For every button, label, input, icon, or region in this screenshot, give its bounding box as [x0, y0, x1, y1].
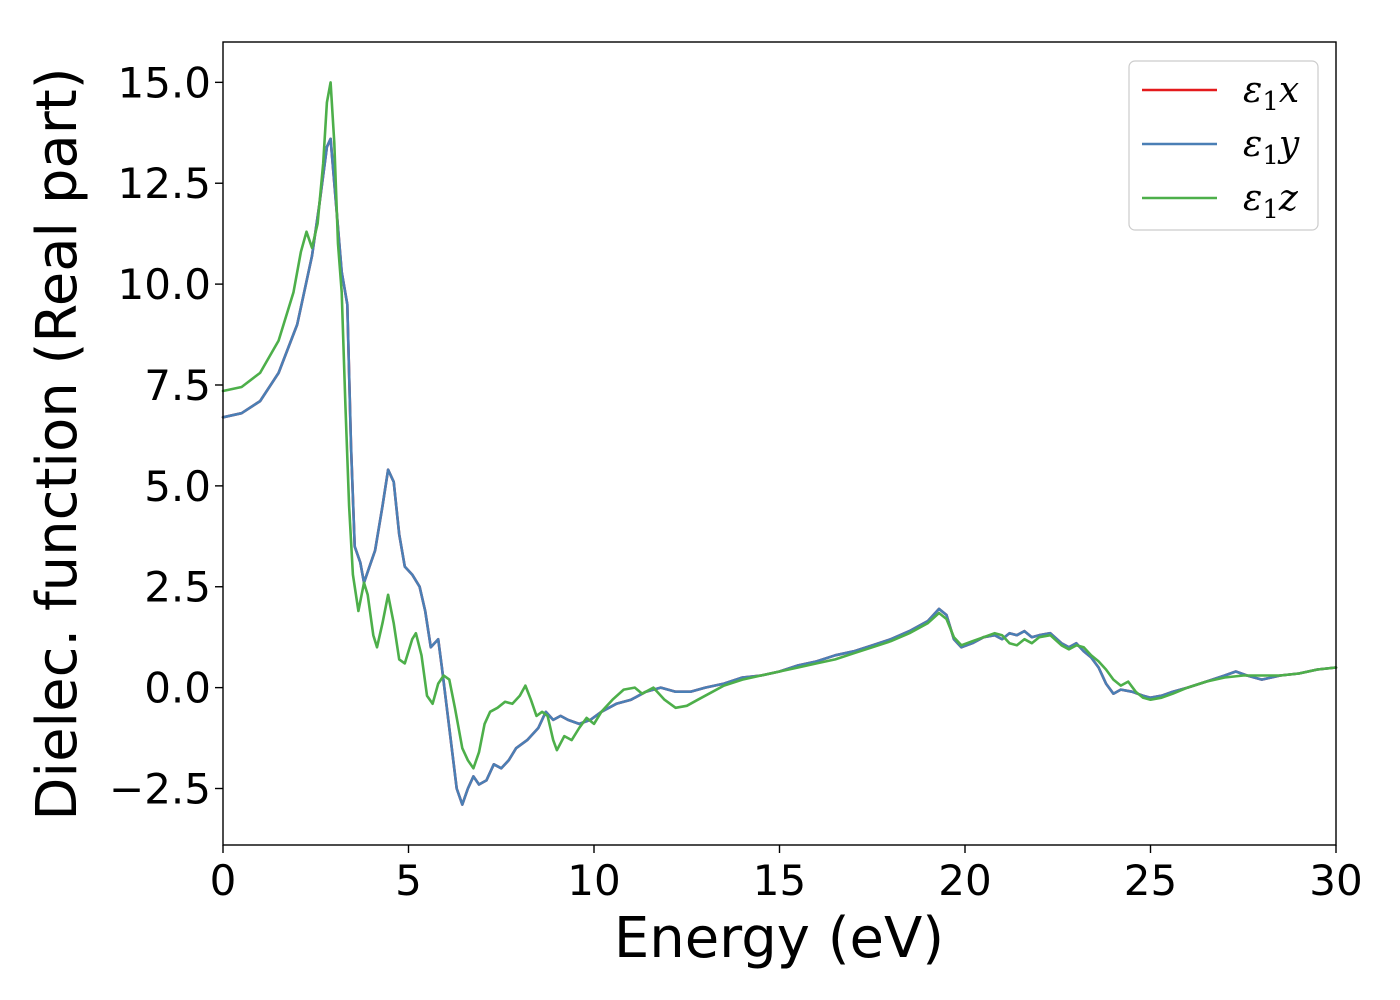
series-line-z: [221, 81, 1338, 770]
legend-box: [1128, 60, 1319, 231]
legend-label-y: ε1y: [1243, 124, 1300, 171]
y-tick-label: 0.0: [144, 664, 211, 713]
x-tick-label: 30: [1309, 856, 1362, 905]
y-axis: −2.5 0.0 2.5 5.0 7.5 10.0 12.5 15.0: [109, 58, 223, 814]
series-layer: [221, 81, 1338, 806]
y-tick-label: 12.5: [117, 159, 211, 208]
x-tick-label: 25: [1124, 856, 1177, 905]
legend-label-z: ε1z: [1243, 178, 1299, 225]
legend: ε1x ε1y ε1z: [1128, 60, 1319, 231]
x-axis-title: Energy (eV): [614, 906, 944, 971]
series-line-y: [221, 137, 1338, 806]
y-tick-label: 15.0: [117, 58, 211, 107]
y-tick-label: 5.0: [144, 462, 211, 511]
x-tick-label: 15: [753, 856, 806, 905]
y-tick-label: 10.0: [117, 260, 211, 309]
y-tick-label: −2.5: [109, 765, 211, 814]
y-tick-label: 7.5: [144, 361, 211, 410]
y-tick-label: 2.5: [144, 563, 211, 612]
y-axis-title: Dielec. function (Real part): [25, 67, 90, 820]
x-tick-label: 20: [938, 856, 991, 905]
x-tick-label: 5: [395, 856, 422, 905]
x-tick-label: 10: [567, 856, 620, 905]
legend-label-x: ε1x: [1243, 70, 1299, 117]
x-axis: 0 5 10 15 20 25 30: [210, 845, 1363, 905]
x-tick-label: 0: [210, 856, 237, 905]
